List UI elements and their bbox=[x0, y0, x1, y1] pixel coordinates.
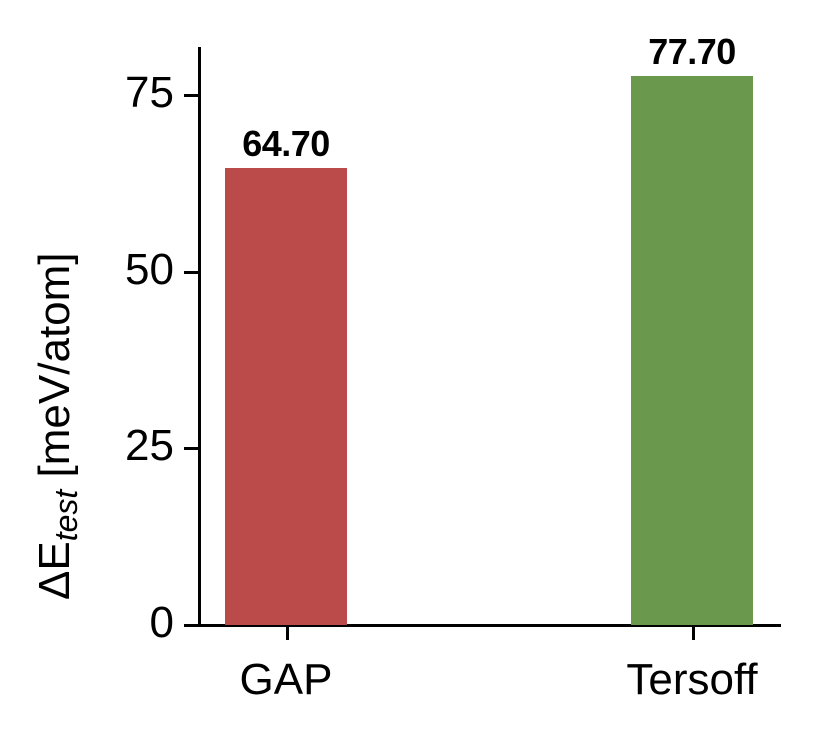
bar-gap bbox=[225, 167, 347, 625]
x-tick-mark bbox=[286, 625, 289, 640]
y-tick-label: 50 bbox=[125, 244, 174, 294]
y-axis-line bbox=[198, 47, 201, 627]
bar-tersoff bbox=[631, 75, 753, 625]
bar-value-label: 64.70 bbox=[242, 122, 330, 164]
x-tick-mark bbox=[692, 625, 695, 640]
y-tick-mark bbox=[184, 624, 199, 627]
y-tick-label: 0 bbox=[149, 598, 174, 647]
x-tick-label: Tersoff bbox=[626, 655, 758, 704]
y-tick-label: 75 bbox=[125, 68, 174, 117]
y-axis-label-suffix: [meV/atom] bbox=[30, 252, 79, 490]
bar-value-label: 77.70 bbox=[648, 30, 736, 72]
y-tick-label: 25 bbox=[125, 421, 174, 471]
y-tick-mark bbox=[184, 94, 199, 97]
y-axis-label-prefix: ΔE bbox=[30, 541, 79, 600]
x-tick-label: GAP bbox=[239, 655, 333, 704]
y-tick-mark bbox=[184, 270, 199, 274]
y-tick-mark bbox=[184, 447, 199, 451]
x-axis-line bbox=[184, 624, 781, 627]
y-axis-label-subscript: test bbox=[48, 489, 84, 542]
y-axis-label: ΔEtest [meV/atom] bbox=[30, 252, 91, 600]
